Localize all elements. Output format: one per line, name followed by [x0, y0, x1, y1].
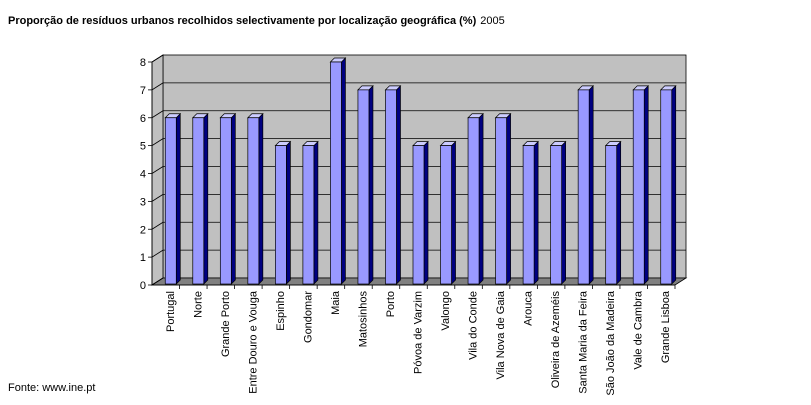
bar [275, 145, 287, 285]
bar-side [588, 85, 594, 285]
bar [495, 117, 507, 285]
bar-side [506, 112, 511, 285]
bar-side [258, 112, 264, 285]
x-tick-label: Porto [385, 291, 397, 317]
chart-year: 2005 [480, 15, 505, 27]
bar-side [478, 112, 484, 285]
x-tick-label: Grande Porto [220, 291, 232, 357]
bar [550, 145, 562, 285]
bar [522, 145, 535, 285]
bar-side [671, 85, 677, 285]
bar-side [175, 112, 181, 285]
x-tick-label: Vila do Conde [468, 291, 480, 360]
y-tick-label: 3 [140, 196, 146, 208]
bar-side [451, 140, 456, 285]
bar-side [313, 140, 319, 285]
x-tick-label: Oliveira de Azeméis [550, 291, 562, 389]
bar-side [561, 140, 566, 285]
x-tick-label: Gondomar [302, 291, 314, 343]
x-tick-label: São João da Madeira [605, 290, 617, 395]
bar [302, 145, 315, 285]
bar [192, 117, 205, 285]
gridline-side [151, 221, 164, 230]
x-tick-label: Arouca [523, 290, 535, 326]
x-tick-label: Vale de Cambra [633, 290, 645, 370]
bar [440, 145, 452, 285]
bar [219, 117, 232, 285]
x-tick-label: Norte [192, 291, 204, 318]
bar-side [230, 112, 236, 285]
y-tick-label: 5 [140, 141, 146, 153]
bar [660, 89, 673, 285]
gridline-side [151, 138, 164, 146]
source-note: Fonte: www.ine.pt [8, 382, 96, 394]
bar-side [286, 140, 291, 285]
gridline-side [151, 277, 164, 286]
bar-side [341, 57, 346, 285]
x-tick-label: Vila Nova de Gaia [495, 290, 507, 379]
x-tick-label: Póvoa de Varzim [413, 291, 425, 374]
bar [164, 117, 177, 285]
y-tick-label: 2 [140, 224, 146, 236]
bar [577, 89, 590, 285]
bar-side [396, 85, 401, 285]
bar-side [368, 85, 374, 285]
y-tick-label: 0 [140, 280, 146, 292]
gridline-side [151, 54, 164, 63]
bar [247, 117, 260, 285]
y-tick-label: 6 [140, 113, 146, 125]
bar-side [423, 140, 429, 285]
gridline-side [151, 110, 164, 119]
gridline-side [151, 166, 164, 174]
x-tick-label: Entre Douro e Vouga [247, 290, 259, 394]
y-tick-label: 7 [140, 85, 146, 97]
bar [412, 145, 425, 285]
gridline-side [151, 249, 164, 258]
chart-title: Proporção de resíduos urbanos recolhidos… [8, 15, 505, 27]
bar [467, 117, 480, 285]
bar-side [643, 85, 649, 285]
y-tick-label: 8 [140, 57, 146, 69]
bar [357, 89, 370, 285]
x-tick-label: Portugal [165, 291, 177, 332]
x-tick-label: Matosinhos [357, 291, 369, 348]
x-tick-label: Valongo [440, 291, 452, 331]
bar [632, 89, 645, 285]
bar-side [616, 140, 622, 285]
y-tick-label: 4 [140, 169, 146, 181]
bar [605, 145, 618, 285]
x-tick-label: Espinho [275, 291, 287, 331]
gridline-side [151, 194, 164, 202]
gridline-side [151, 82, 164, 91]
bar [330, 61, 342, 285]
y-tick-label: 1 [140, 252, 146, 264]
bar-side [203, 112, 209, 285]
x-tick-label: Santa Maria da Feira [578, 290, 590, 394]
bar-side [533, 140, 539, 285]
bar [385, 89, 397, 285]
x-tick-label: Grande Lisboa [660, 290, 672, 363]
x-tick-label: Maia [330, 290, 342, 315]
